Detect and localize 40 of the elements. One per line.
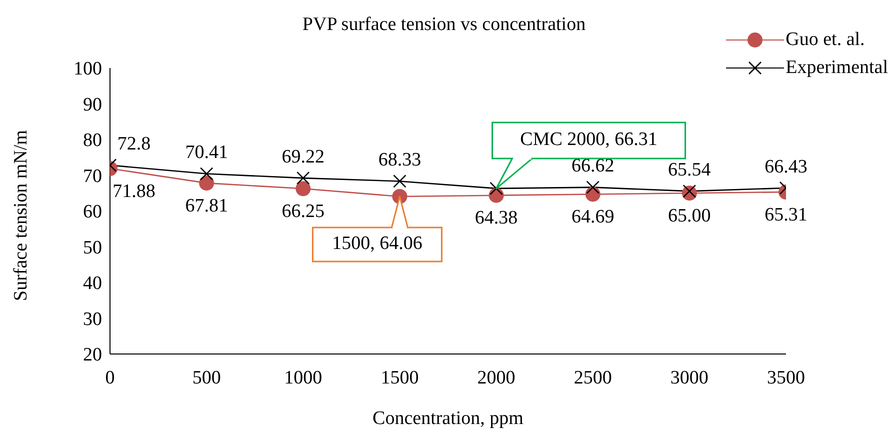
- point: [296, 181, 311, 196]
- x-tick-label: 500: [192, 367, 221, 388]
- x-tick-label: 2500: [574, 367, 612, 388]
- data-label: 64.38: [474, 208, 518, 229]
- data-label: 68.33: [378, 150, 422, 171]
- x-tick-label: 1000: [284, 367, 322, 388]
- y-tick-label: 100: [74, 58, 102, 80]
- y-tick-label: 50: [83, 237, 102, 258]
- y-tick-label: 80: [83, 130, 102, 152]
- data-label: 65.31: [764, 204, 808, 226]
- x-tick-label: 3500: [767, 367, 805, 388]
- y-tick-label: 90: [83, 94, 102, 116]
- annotation: CMC 2000, 66.31: [520, 128, 658, 150]
- y-tick-label: 30: [83, 308, 102, 330]
- y-tick-label: 60: [83, 202, 102, 223]
- y-tick-label: 20: [83, 344, 102, 366]
- data-label: 64.69: [571, 206, 614, 228]
- x-axis-title: Concentration, ppm: [372, 408, 524, 429]
- x-tick-label: 0: [105, 367, 115, 388]
- x-tick-label: 3000: [670, 367, 708, 388]
- x-tick-label: 1500: [380, 367, 419, 388]
- y-axis-title: Surface tension mN/m: [10, 130, 32, 301]
- data-label: 71.88: [112, 180, 156, 202]
- data-label: 66.43: [764, 156, 808, 178]
- y-tick-label: 70: [83, 166, 102, 187]
- data-label: 65.00: [668, 205, 711, 226]
- x-tick-label: 2000: [477, 367, 516, 388]
- data-label: 65.54: [668, 160, 712, 181]
- data-label: 67.81: [185, 195, 228, 216]
- legend-label: Guo et. al.: [786, 29, 865, 51]
- data-label: 72.8: [117, 134, 151, 155]
- annotation: 1500, 64.06: [332, 232, 422, 254]
- legend-label: Experimental: [786, 57, 888, 79]
- y-tick-label: 40: [83, 273, 102, 294]
- data-label: 66.25: [282, 201, 325, 222]
- data-label: 69.22: [282, 146, 325, 168]
- data-label: 66.62: [571, 156, 614, 177]
- chart-title: PVP surface tension vs concentration: [302, 14, 586, 35]
- data-label: 70.41: [185, 142, 228, 164]
- point: [199, 176, 214, 191]
